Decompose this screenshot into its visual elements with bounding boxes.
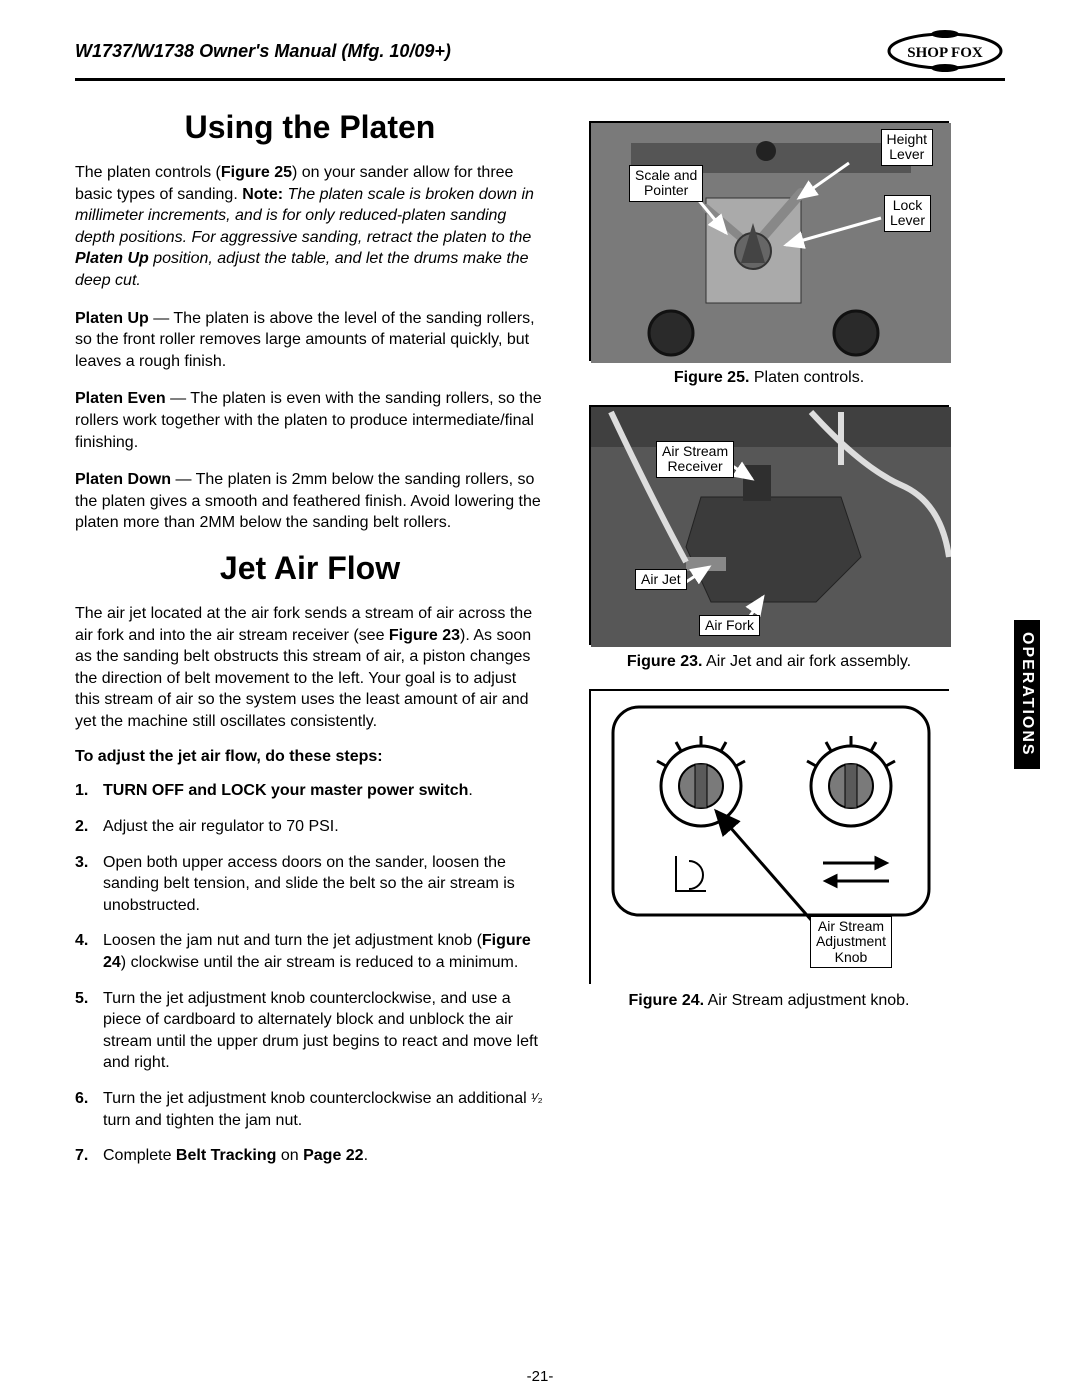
section-title-jet: Jet Air Flow (75, 550, 545, 587)
fig23-svg (591, 407, 951, 647)
label-air-jet: Air Jet (635, 569, 687, 590)
figure-25-caption: Figure 25. Platen controls. (569, 369, 969, 387)
platen-intro: The platen controls (Figure 25) on your … (75, 162, 545, 292)
steps-intro: To adjust the jet air flow, do these ste… (75, 748, 545, 766)
label-air-stream-receiver: Air Stream Receiver (656, 441, 734, 478)
left-column: Using the Platen The platen controls (Fi… (75, 101, 545, 1181)
label-air-fork: Air Fork (699, 615, 760, 636)
figure-23-image: Air Stream Receiver Air Jet Air Fork (589, 405, 949, 645)
jet-intro: The air jet located at the air fork send… (75, 603, 545, 733)
step-3: Open both upper access doors on the sand… (75, 852, 545, 917)
steps-list: TURN OFF and LOCK your master power swit… (75, 780, 545, 1166)
step-2: Adjust the air regulator to 70 PSI. (75, 816, 545, 838)
label-height-lever: Height Lever (881, 129, 933, 166)
brand-text: SHOP FOX (907, 45, 983, 61)
figure-23-caption: Figure 23. Air Jet and air fork assembly… (569, 653, 969, 671)
platen-down-para: Platen Down — The platen is 2mm below th… (75, 469, 545, 534)
figure-25-image: Scale and Pointer Height Lever Lock Leve… (589, 121, 949, 361)
manual-title: W1737/W1738 Owner's Manual (Mfg. 10/09+) (75, 41, 451, 62)
label-air-stream-knob: Air Stream Adjustment Knob (810, 916, 892, 968)
label-scale-pointer: Scale and Pointer (629, 165, 703, 202)
page-header: W1737/W1738 Owner's Manual (Mfg. 10/09+)… (75, 30, 1005, 81)
platen-even-para: Platen Even — The platen is even with th… (75, 388, 545, 453)
right-column: Scale and Pointer Height Lever Lock Leve… (569, 101, 969, 1181)
main-columns: Using the Platen The platen controls (Fi… (75, 101, 1005, 1181)
label-lock-lever: Lock Lever (884, 195, 931, 232)
step-6: Turn the jet adjustment knob countercloc… (75, 1088, 545, 1131)
step-4: Loosen the jam nut and turn the jet adju… (75, 930, 545, 973)
fig24-svg (591, 691, 951, 986)
figref-25: Figure 25 (221, 164, 292, 181)
figref-23: Figure 23 (389, 627, 460, 644)
side-tab-operations: OPERATIONS (1014, 620, 1040, 769)
step-5: Turn the jet adjustment knob countercloc… (75, 988, 545, 1074)
platen-up-para: Platen Up — The platen is above the leve… (75, 308, 545, 373)
brand-logo: SHOP FOX (885, 30, 1005, 72)
page-number: -21- (0, 1368, 1080, 1385)
manual-page: W1737/W1738 Owner's Manual (Mfg. 10/09+)… (0, 0, 1080, 1201)
step-1: TURN OFF and LOCK your master power swit… (75, 780, 545, 802)
section-title-platen: Using the Platen (75, 109, 545, 146)
figure-24-image: Air Stream Adjustment Knob (589, 689, 949, 984)
figure-24-caption: Figure 24. Air Stream adjustment knob. (569, 992, 969, 1010)
step-7: Complete Belt Tracking on Page 22. (75, 1145, 545, 1167)
